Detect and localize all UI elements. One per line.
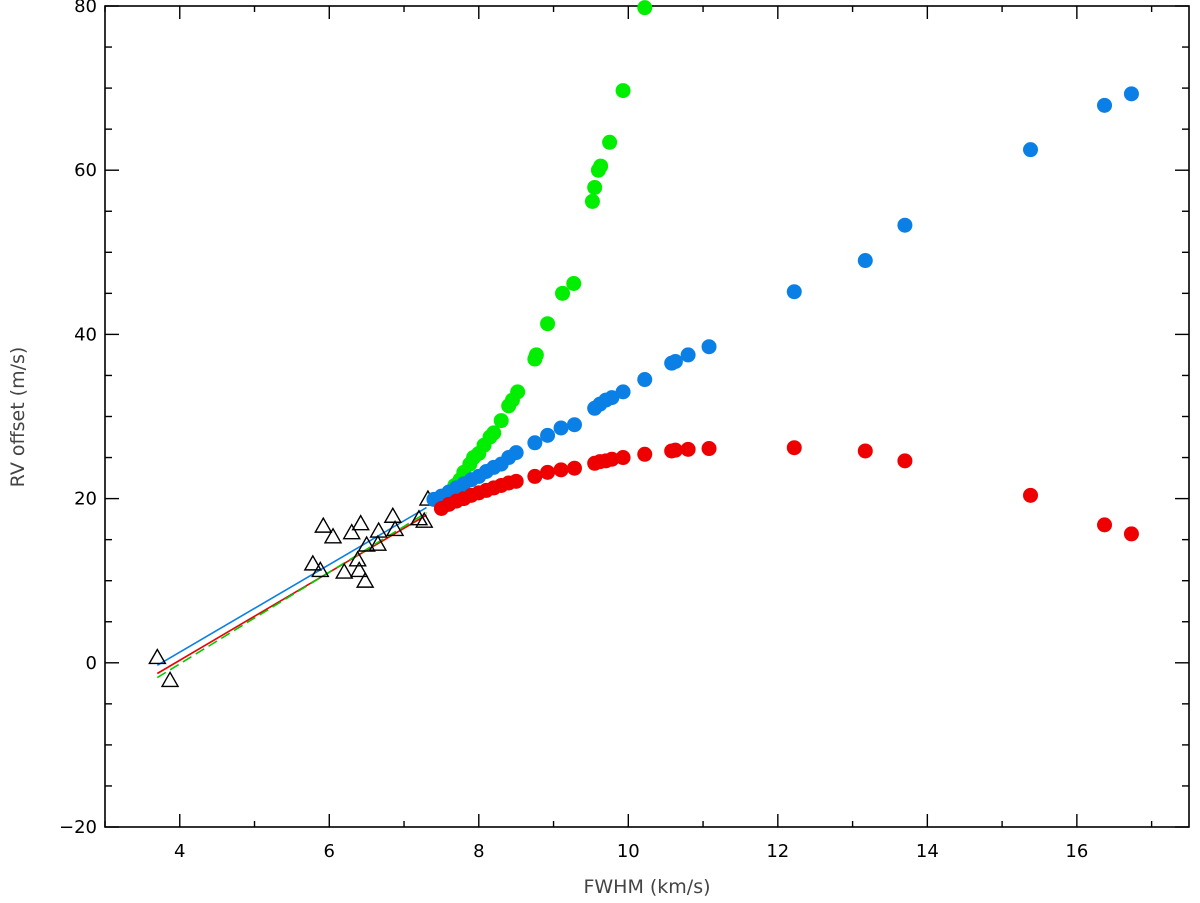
circle-point	[1023, 487, 1039, 503]
circle-point	[1097, 97, 1113, 113]
x-tick-label: 16	[1065, 841, 1088, 862]
x-tick-label: 6	[324, 841, 335, 862]
y-tick-label: 0	[86, 653, 97, 674]
circle-point	[786, 440, 802, 456]
circle-point	[593, 158, 609, 174]
triangle-point	[351, 514, 370, 531]
circle-point	[1023, 142, 1039, 158]
circle-point	[680, 441, 696, 457]
fit-line	[156, 511, 427, 679]
circle-point	[540, 427, 556, 443]
triangle-point	[148, 648, 167, 665]
circle-point	[1123, 86, 1139, 102]
fit-line	[156, 506, 427, 666]
triangle-point	[342, 523, 361, 540]
x-tick-label: 4	[174, 841, 185, 862]
plot-frame	[104, 5, 1190, 828]
circle-point	[528, 347, 544, 363]
triangle-point	[349, 561, 369, 578]
circle-point	[508, 445, 524, 461]
triangle-point	[409, 509, 429, 526]
circle-point	[615, 83, 631, 99]
triangle-point	[383, 506, 403, 523]
y-tick-label: 40	[74, 324, 97, 345]
circle-point	[637, 446, 653, 462]
circle-point	[667, 442, 683, 458]
circle-point	[615, 450, 631, 466]
circle-point	[553, 420, 569, 436]
circle-point	[566, 417, 582, 433]
circle-point	[540, 316, 556, 332]
circle-point	[553, 462, 569, 478]
triangle-point	[355, 571, 375, 588]
circle-point	[897, 453, 913, 469]
x-tick-label: 12	[766, 841, 789, 862]
circle-point	[680, 347, 696, 363]
circle-point	[540, 464, 556, 480]
tick-labels: 4 6 8 10 12 14 16 −20 0 20 40 60 80	[59, 0, 1088, 862]
triangle-point	[311, 561, 330, 578]
circle-point	[897, 217, 913, 233]
circle-point	[786, 284, 802, 300]
circle-point	[486, 425, 502, 441]
triangle-point	[314, 516, 333, 533]
circle-point	[637, 372, 653, 388]
circle-point	[508, 473, 524, 489]
circle-point	[566, 460, 582, 476]
circle-point	[701, 441, 717, 457]
circle-point	[667, 353, 683, 369]
circle-point	[587, 179, 603, 195]
circle-point	[857, 443, 873, 459]
triangle-point	[369, 521, 388, 538]
x-tick-label: 14	[916, 841, 939, 862]
circle-point	[493, 413, 509, 429]
circle-point	[566, 275, 582, 291]
axis-ticks	[104, 5, 1189, 828]
x-tick-label: 8	[473, 841, 484, 862]
triangle-point	[357, 535, 376, 552]
circle-point	[615, 384, 631, 400]
triangle-point	[335, 562, 354, 579]
triangle-point	[368, 534, 388, 551]
circle-point	[604, 390, 620, 406]
y-axis-title: RV offset (m/s)	[7, 347, 29, 488]
x-tick-label: 10	[617, 841, 640, 862]
y-tick-label: 20	[74, 489, 97, 510]
circle-point	[701, 339, 717, 355]
triangle-point	[385, 519, 405, 537]
circle-point	[584, 193, 600, 209]
circle-point	[857, 253, 873, 269]
circle-point	[527, 468, 543, 484]
circle-point	[637, 0, 653, 16]
circle-point	[1123, 526, 1139, 542]
triangle-point	[160, 671, 180, 688]
circle-point	[602, 134, 618, 150]
circle-point	[1097, 517, 1113, 533]
triangle-point	[323, 527, 343, 544]
x-axis-title: FWHM (km/s)	[583, 876, 710, 898]
circle-point	[555, 285, 571, 301]
circle-point	[527, 435, 543, 451]
data-points	[148, 0, 1139, 688]
circle-point	[510, 384, 526, 400]
y-tick-label: −20	[59, 817, 97, 838]
triangle-point	[415, 511, 434, 528]
fit-lines	[156, 506, 427, 679]
circle-point	[604, 451, 620, 467]
triangle-point	[303, 554, 323, 571]
y-tick-label: 60	[74, 160, 97, 181]
y-tick-label: 80	[74, 0, 97, 17]
